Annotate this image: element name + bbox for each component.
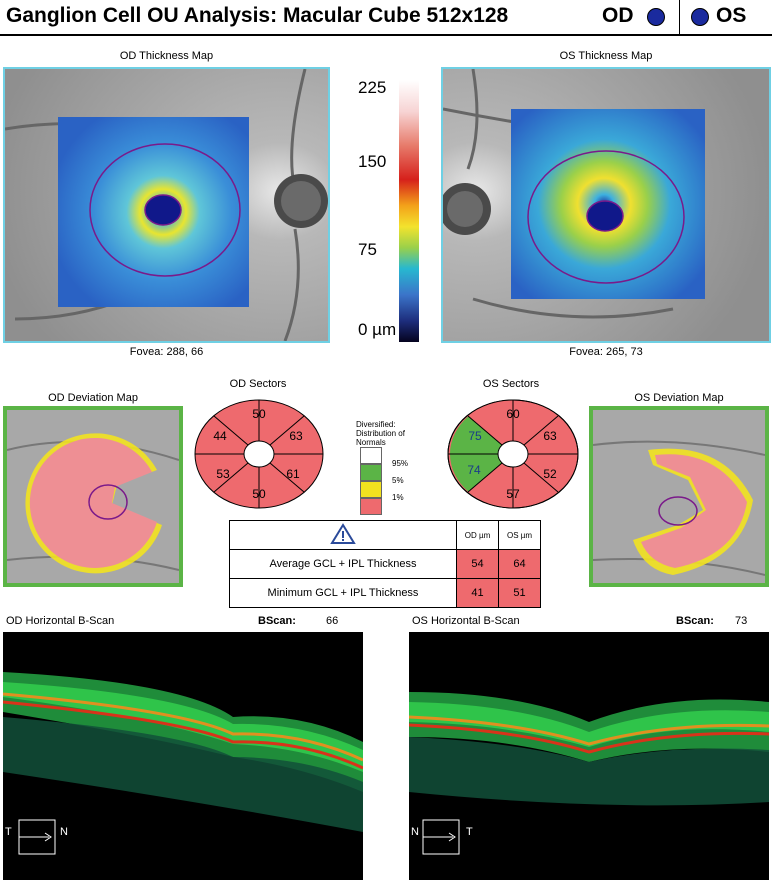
od-eye-label: OD (602, 4, 634, 27)
gcl-od-header: OD µm (456, 520, 499, 550)
os-sector-upper-left: 75 (468, 429, 482, 443)
od-sectors-diagram: 50 63 61 50 53 44 (194, 399, 324, 509)
od-sector-line-ul (213, 415, 249, 446)
os-sector-line-lr (523, 462, 559, 493)
scale-label-0: 0 µm (358, 320, 397, 339)
os-thickness-map-title: OS Thickness Map (559, 50, 653, 62)
od-bscan-left-orientation: T (5, 826, 12, 838)
od-sector-upper-left: 44 (213, 429, 227, 443)
page-title: Ganglion Cell OU Analysis: Macular Cube … (6, 4, 509, 27)
gcl-average-os: 64 (498, 549, 541, 579)
os-bscan-value: 73 (735, 615, 748, 627)
os-sectors-diagram: 60 63 52 57 74 75 (447, 399, 579, 509)
os-sector-top: 60 (506, 407, 520, 421)
table-row: Minimum GCL + IPL Thickness 41 51 (229, 578, 541, 608)
od-bscan-image (3, 632, 363, 880)
gcl-ipl-table: OD µm OS µm Average GCL + IPL Thickness … (229, 520, 541, 608)
os-thickness-map-image (443, 69, 769, 341)
gcl-average-label: Average GCL + IPL Thickness (229, 549, 457, 579)
header-divider (679, 0, 680, 36)
os-sector-lower-left: 74 (467, 463, 481, 477)
od-bscan-label: BScan: (258, 615, 296, 627)
gcl-table-header-row: OD µm OS µm (229, 520, 541, 550)
od-thickness-map (3, 67, 330, 343)
od-sectors-center (243, 440, 275, 468)
scale-label-150: 150 (358, 152, 387, 171)
od-bscan-title: OD Horizontal B-Scan (6, 615, 115, 627)
legend-label-1: 1% (392, 493, 404, 502)
os-deviation-map-title: OS Deviation Map (634, 392, 724, 404)
od-eye-dot-icon (647, 8, 665, 26)
os-bscan-image (409, 632, 769, 880)
od-sector-upper-right: 63 (289, 429, 303, 443)
os-bscan-right-orientation: T (466, 826, 473, 838)
od-bscan-right-orientation: N (60, 826, 68, 838)
od-deviation-map (3, 406, 183, 587)
os-sectors-center (497, 440, 529, 468)
scale-label-225: 225 (358, 78, 387, 97)
legend-label-95: 95% (392, 459, 409, 468)
od-sector-line-lr (269, 462, 305, 493)
gcl-os-header: OS µm (498, 520, 541, 550)
os-bscan-left-orientation: N (411, 826, 419, 838)
warning-triangle-icon (330, 522, 356, 544)
legend-swatch-yellow (360, 481, 382, 498)
os-deviation-map-image (593, 410, 765, 583)
os-sectors-top-left-fill (468, 400, 513, 454)
header-separator (0, 34, 772, 36)
legend-label-5: 5% (392, 476, 404, 485)
os-sectors-bottom-left-fill (468, 454, 513, 508)
os-bscan-label: BScan: (676, 615, 714, 627)
od-sector-lower-right: 61 (286, 467, 300, 481)
gcl-table-warning-cell (229, 520, 457, 550)
os-sector-line-ul (467, 415, 503, 446)
od-thickness-map-title: OD Thickness Map (119, 50, 214, 62)
gcl-minimum-os: 51 (498, 578, 541, 608)
os-sector-lower-right: 52 (543, 467, 557, 481)
os-thickness-map (441, 67, 771, 343)
os-bscan-title: OS Horizontal B-Scan (412, 615, 520, 627)
legend-swatch-green (360, 464, 382, 481)
legend-swatch-white (360, 447, 382, 464)
od-thickness-map-image (5, 69, 328, 341)
gcl-minimum-od: 41 (456, 578, 499, 608)
os-eye-dot-icon (691, 8, 709, 26)
os-fovea-label: Fovea: 265, 73 (569, 346, 643, 358)
od-sector-line-ur (269, 415, 305, 446)
thickness-color-scale (399, 80, 419, 342)
os-eye-label: OS (716, 4, 747, 27)
od-sector-lower-left: 53 (216, 467, 230, 481)
os-sector-line-ur (523, 415, 559, 446)
scale-label-75: 75 (358, 240, 377, 259)
od-deviation-map-title: OD Deviation Map (48, 392, 138, 404)
os-sector-bottom: 57 (506, 487, 520, 501)
os-deviation-map (589, 406, 769, 587)
os-sector-line-ll (467, 462, 503, 493)
od-sector-bottom: 50 (252, 487, 266, 501)
legend-swatch-red (360, 498, 382, 515)
legend-heading: Diversified: Distribution of Normals (356, 420, 405, 447)
os-sector-upper-right: 63 (543, 429, 557, 443)
od-sector-top: 50 (252, 407, 266, 421)
od-sector-line-ll (213, 462, 249, 493)
os-sectors-title: OS Sectors (482, 378, 540, 390)
od-fovea-label: Fovea: 288, 66 (129, 346, 204, 358)
gcl-minimum-label: Minimum GCL + IPL Thickness (229, 578, 457, 608)
od-deviation-map-image (7, 410, 179, 583)
od-bscan-value: 66 (326, 615, 339, 627)
gcl-average-od: 54 (456, 549, 499, 579)
table-row: Average GCL + IPL Thickness 54 64 (229, 549, 541, 579)
od-sectors-title: OD Sectors (229, 378, 287, 390)
